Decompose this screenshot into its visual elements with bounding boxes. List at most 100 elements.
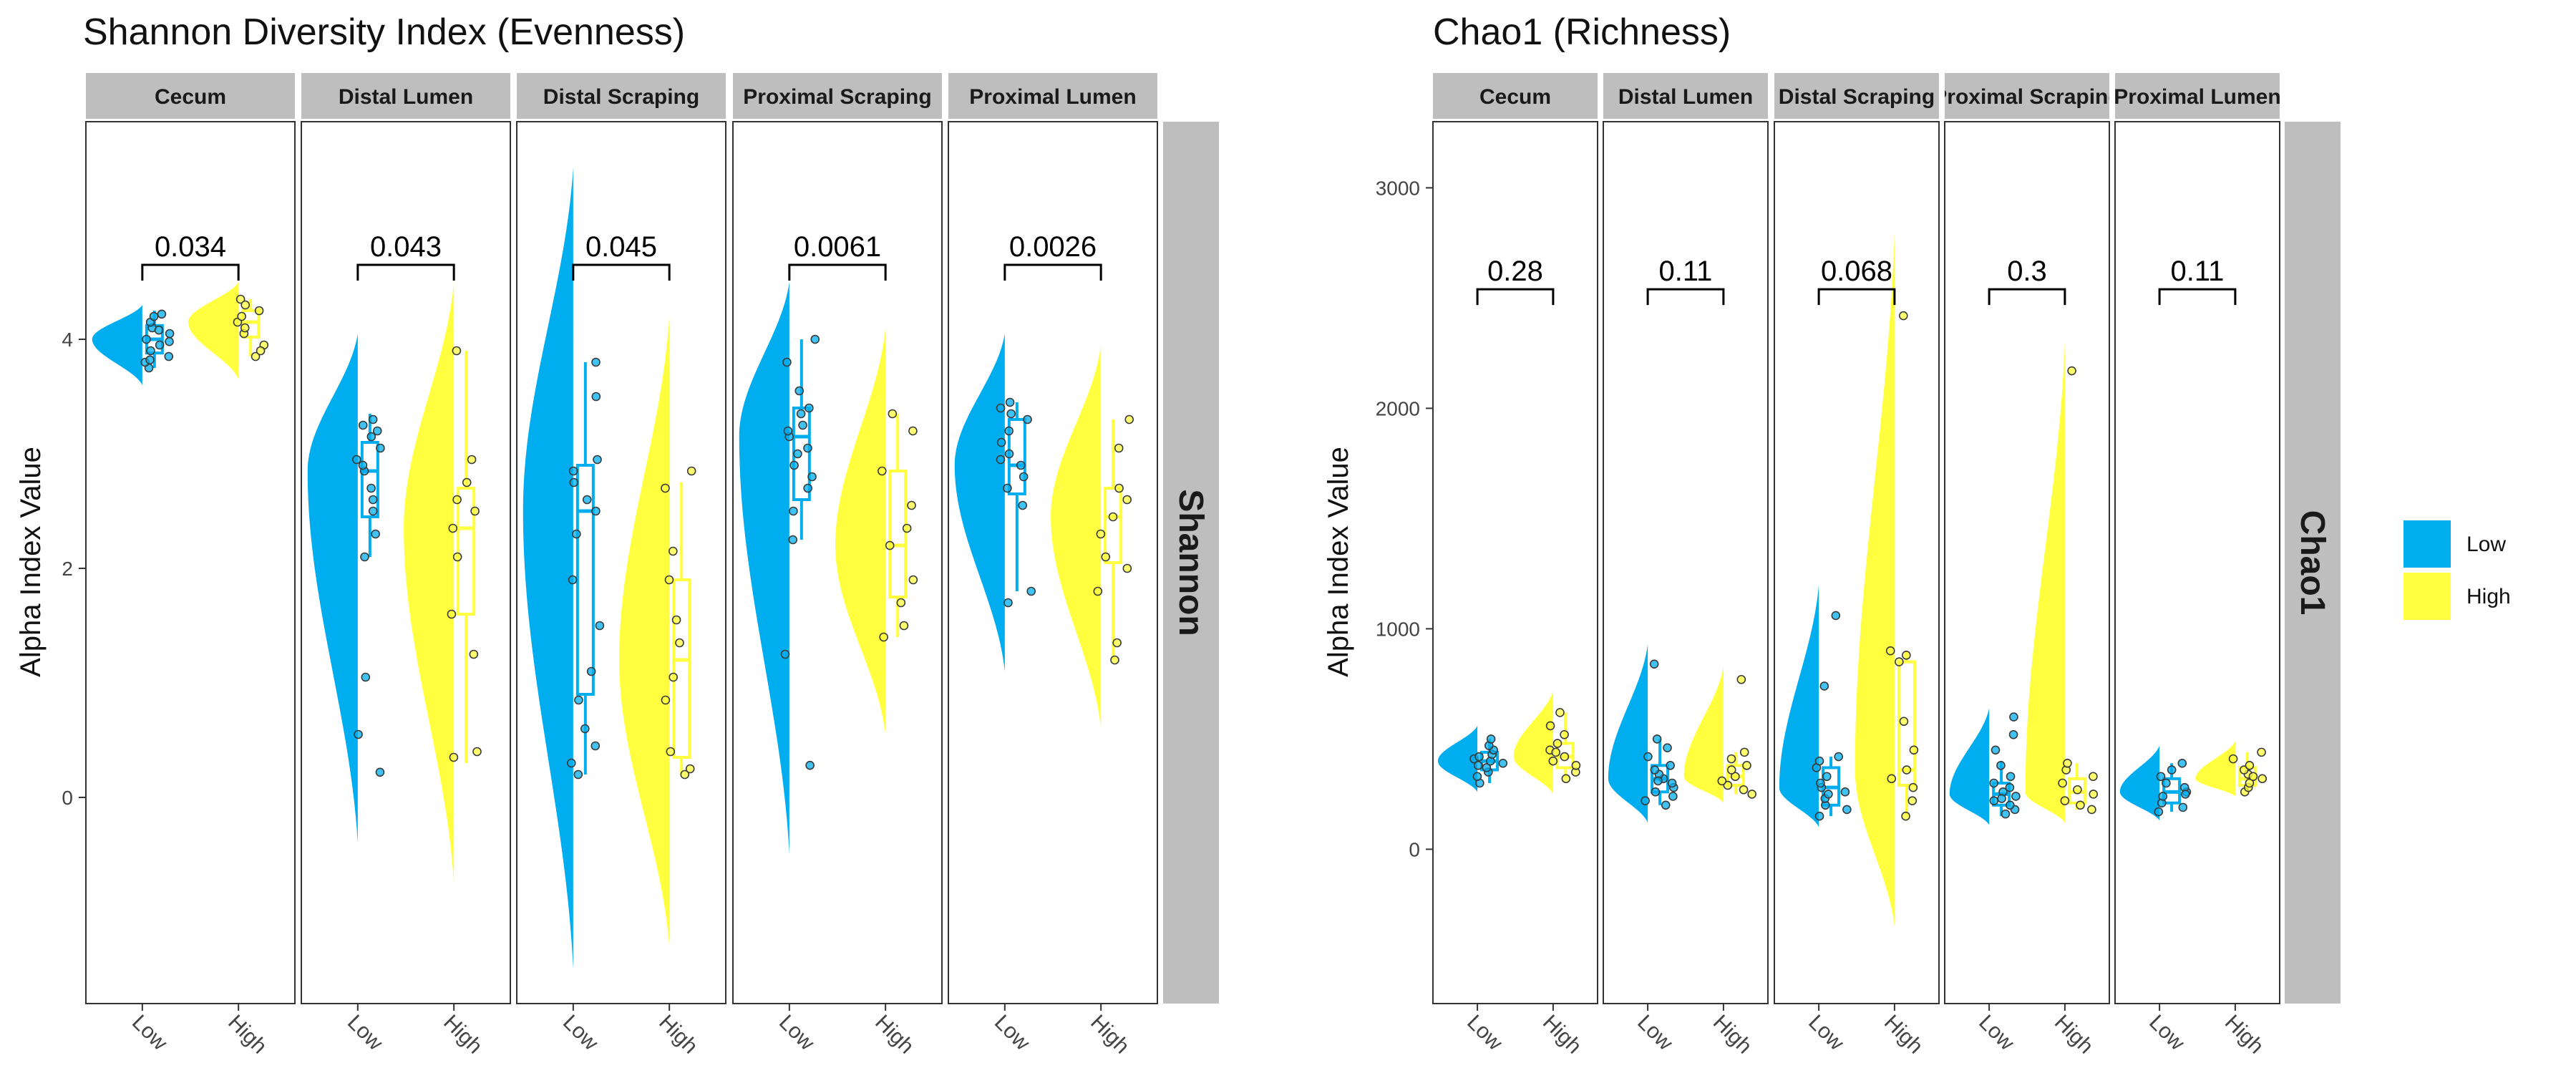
x-tick-label-high-proximal-lumen-shannon: High (1086, 1011, 1134, 1059)
data-point-high-proximal-lumen-shannon (1101, 552, 1111, 562)
data-point-high-cecum-shannon (237, 311, 246, 321)
data-point-low-distal-lumen-chao1 (1663, 743, 1672, 753)
data-point-low-proximal-scraping-chao1 (2008, 729, 2018, 739)
x-tick-label-high-distal-lumen-chao1: High (1709, 1011, 1756, 1059)
data-point-high-distal-scraping-shannon (685, 764, 695, 774)
data-point-high-distal-lumen-shannon (467, 455, 477, 465)
data-point-high-cecum-chao1 (1551, 747, 1561, 757)
facet-panel-distal-scraping-chao1 (1774, 121, 1940, 1004)
facet-panel-cecum-chao1 (1432, 121, 1598, 1004)
data-point-low-distal-scraping-shannon (566, 758, 576, 768)
data-point-low-proximal-scraping-chao1 (1991, 745, 2001, 755)
data-point-high-distal-scraping-chao1 (1901, 811, 1910, 821)
data-point-high-distal-lumen-shannon (472, 747, 482, 757)
x-tick-label-low-proximal-lumen-shannon: Low (990, 1011, 1034, 1055)
data-point-high-distal-lumen-chao1 (1723, 780, 1733, 790)
data-point-low-distal-lumen-shannon (376, 443, 385, 453)
data-point-low-distal-scraping-shannon (573, 769, 583, 780)
x-tick-label-low-distal-scraping-chao1: Low (1804, 1011, 1848, 1055)
data-point-low-proximal-scraping-shannon (782, 357, 792, 367)
data-point-low-distal-scraping-shannon (569, 477, 579, 487)
x-tick-label-low-proximal-scraping-chao1: Low (1974, 1011, 2018, 1055)
density-high-proximal-lumen-shannon (1051, 345, 1102, 729)
data-point-high-cecum-shannon (240, 300, 251, 310)
data-point-high-distal-scraping-chao1 (1902, 651, 1911, 660)
data-point-low-distal-lumen-chao1 (1652, 734, 1662, 744)
data-point-high-cecum-shannon (251, 351, 261, 361)
density-low-distal-lumen-chao1 (1608, 644, 1648, 823)
data-point-low-distal-lumen-shannon (358, 420, 368, 430)
data-point-low-proximal-lumen-shannon (1026, 586, 1036, 596)
box-high-distal-lumen-shannon (457, 487, 476, 616)
data-point-low-proximal-lumen-chao1 (2156, 772, 2166, 782)
p-value-proximal-lumen-chao1: 0.11 (2171, 256, 2225, 287)
signif-bracket-cecum-chao1 (1476, 288, 1555, 306)
x-tick-label-low-cecum-chao1: Low (1462, 1011, 1507, 1055)
data-point-low-distal-lumen-shannon (368, 414, 378, 424)
data-point-low-proximal-lumen-shannon (1004, 426, 1014, 436)
data-point-low-proximal-scraping-chao1 (2006, 800, 2015, 810)
data-point-low-proximal-scraping-shannon (780, 649, 790, 659)
data-point-low-proximal-lumen-chao1 (2177, 758, 2187, 768)
density-low-distal-lumen-shannon (307, 334, 358, 843)
facet-strip-label-distal-scraping-shannon: Distal Scraping (543, 85, 699, 109)
density-low-distal-scraping-chao1 (1779, 584, 1819, 827)
data-point-high-distal-lumen-shannon (469, 649, 479, 659)
data-point-low-cecum-shannon (155, 340, 165, 350)
facet-strip-distal-scraping-chao1 (1774, 73, 1939, 119)
signif-bracket-proximal-scraping-shannon (788, 263, 887, 281)
data-point-high-distal-lumen-shannon (470, 506, 480, 516)
data-point-high-distal-scraping-shannon (669, 672, 678, 682)
data-point-low-distal-scraping-chao1 (1814, 811, 1824, 821)
data-point-low-distal-lumen-shannon (354, 729, 363, 739)
data-point-low-proximal-lumen-shannon (1003, 483, 1012, 493)
data-point-high-proximal-lumen-shannon (1122, 495, 1132, 505)
data-point-high-proximal-lumen-shannon (1093, 586, 1103, 596)
data-point-high-proximal-lumen-shannon (1108, 512, 1118, 522)
data-point-low-proximal-scraping-shannon (803, 443, 812, 453)
data-point-low-proximal-lumen-chao1 (2167, 765, 2177, 775)
data-point-low-distal-lumen-chao1 (1661, 800, 1671, 810)
data-point-low-distal-lumen-chao1 (1641, 796, 1650, 805)
data-point-low-proximal-scraping-shannon (810, 334, 820, 344)
data-point-high-cecum-chao1 (1555, 708, 1565, 717)
data-point-high-distal-scraping-chao1 (1885, 646, 1895, 656)
data-point-low-distal-scraping-shannon (580, 724, 590, 734)
y-tick-label-shannon: 0 (62, 787, 73, 809)
data-point-high-proximal-scraping-chao1 (2063, 758, 2072, 768)
data-point-high-proximal-lumen-chao1 (2257, 774, 2268, 784)
data-point-low-proximal-lumen-shannon (1004, 449, 1014, 459)
facet-strip-proximal-scraping-shannon (733, 73, 942, 119)
data-point-high-distal-scraping-chao1 (1898, 311, 1908, 321)
p-value-proximal-scraping-shannon: 0.0061 (794, 231, 881, 263)
data-point-low-distal-scraping-chao1 (1842, 805, 1852, 815)
data-point-low-proximal-scraping-shannon (788, 535, 798, 545)
data-point-low-proximal-lumen-shannon (1016, 460, 1026, 470)
data-point-low-proximal-scraping-shannon (805, 760, 815, 770)
data-point-high-distal-scraping-shannon (661, 695, 671, 705)
data-point-low-proximal-lumen-chao1 (2162, 778, 2171, 788)
facet-panel-distal-lumen-chao1 (1603, 121, 1769, 1004)
data-point-high-proximal-scraping-chao1 (2087, 805, 2096, 815)
y-tick-label-shannon: 2 (62, 558, 73, 580)
data-point-low-proximal-lumen-chao1 (2178, 802, 2188, 812)
density-high-proximal-lumen-chao1 (2195, 741, 2235, 797)
data-point-high-cecum-chao1 (1560, 729, 1569, 739)
signif-bracket-distal-scraping-shannon (572, 263, 671, 281)
data-point-low-distal-lumen-chao1 (1666, 761, 1675, 770)
data-point-low-distal-scraping-chao1 (1816, 778, 1825, 788)
data-point-low-distal-lumen-shannon (361, 672, 371, 682)
facet-strip-label-proximal-lumen-chao1: Proximal Lumen (2114, 85, 2280, 109)
facet-panel-proximal-lumen-shannon (948, 121, 1158, 1004)
data-point-high-proximal-lumen-shannon (1096, 529, 1106, 539)
data-point-low-proximal-lumen-shannon (1005, 397, 1015, 407)
data-point-low-cecum-chao1 (1473, 761, 1483, 770)
data-point-low-proximal-scraping-shannon (789, 460, 799, 470)
data-point-high-proximal-scraping-shannon (878, 466, 887, 476)
data-point-high-proximal-scraping-shannon (888, 409, 898, 419)
data-point-high-distal-scraping-chao1 (1908, 782, 1918, 792)
box-high-proximal-scraping-shannon (888, 470, 908, 598)
facet-strip-distal-lumen-shannon (301, 73, 510, 119)
data-point-low-proximal-scraping-chao1 (2001, 809, 2011, 819)
